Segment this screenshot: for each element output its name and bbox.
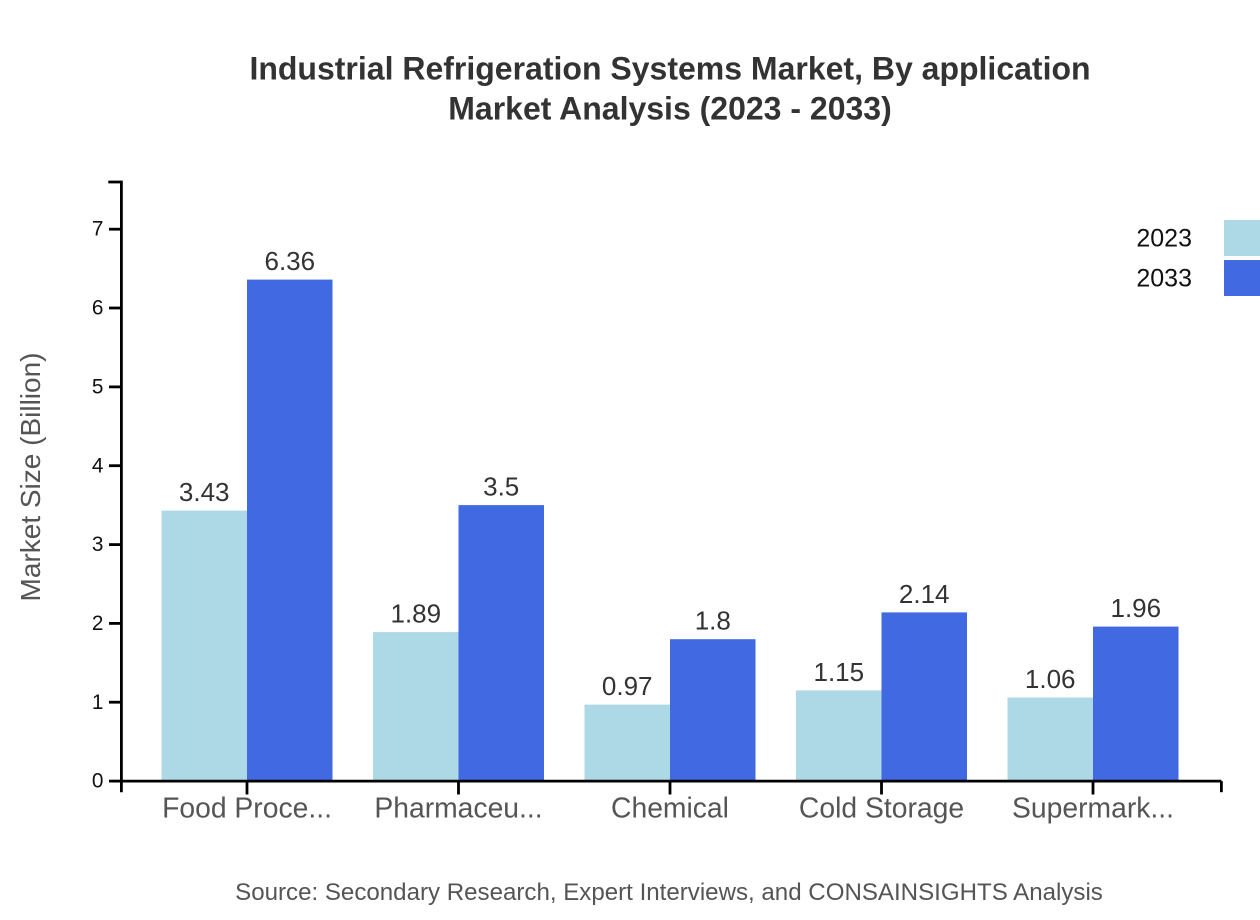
- svg-text:2033: 2033: [1136, 264, 1192, 292]
- svg-text:3.5: 3.5: [483, 472, 519, 502]
- svg-text:Market Size (Billion): Market Size (Billion): [15, 353, 46, 602]
- svg-text:Market Analysis (2023 - 2033): Market Analysis (2023 - 2033): [448, 91, 892, 127]
- svg-text:Pharmaceu...: Pharmaceu...: [374, 792, 542, 824]
- svg-text:Cold Storage: Cold Storage: [799, 792, 964, 824]
- svg-text:Chemical: Chemical: [611, 792, 729, 824]
- svg-text:Food Proce...: Food Proce...: [162, 792, 332, 824]
- svg-text:4: 4: [92, 454, 104, 477]
- svg-text:2023: 2023: [1136, 225, 1192, 253]
- svg-text:5: 5: [92, 375, 104, 398]
- svg-text:0: 0: [92, 770, 104, 793]
- svg-text:Supermark...: Supermark...: [1012, 792, 1174, 824]
- svg-text:3.43: 3.43: [179, 477, 230, 507]
- svg-text:1.8: 1.8: [695, 606, 731, 636]
- svg-text:1.96: 1.96: [1110, 593, 1161, 623]
- svg-text:2: 2: [92, 612, 104, 635]
- svg-text:1.06: 1.06: [1025, 664, 1076, 694]
- svg-text:6.36: 6.36: [264, 246, 315, 276]
- svg-text:1: 1: [92, 691, 104, 714]
- svg-text:1.89: 1.89: [390, 599, 441, 629]
- svg-text:Source: Secondary Research, Ex: Source: Secondary Research, Expert Inter…: [235, 879, 1103, 906]
- svg-text:6: 6: [92, 297, 104, 320]
- svg-text:2.14: 2.14: [899, 579, 950, 609]
- svg-text:Industrial Refrigeration Syste: Industrial Refrigeration Systems Market,…: [249, 51, 1090, 87]
- svg-text:0.97: 0.97: [602, 671, 653, 701]
- svg-text:7: 7: [92, 218, 104, 241]
- svg-text:3: 3: [92, 533, 104, 556]
- svg-text:1.15: 1.15: [813, 657, 864, 687]
